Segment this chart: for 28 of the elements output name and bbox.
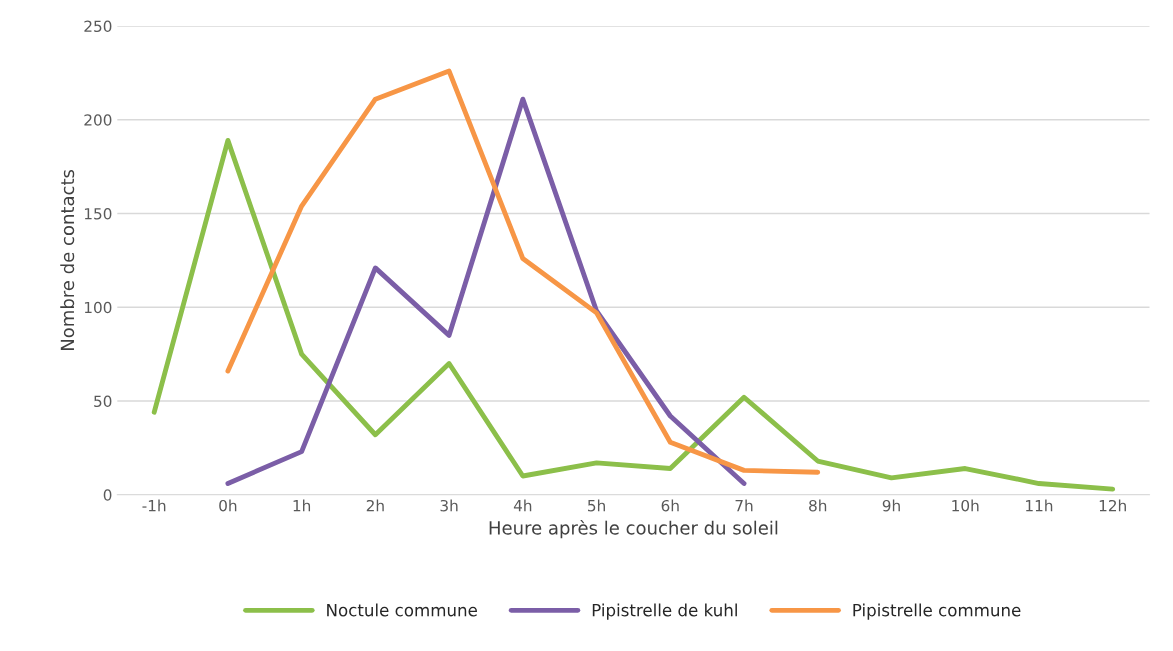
y-tick-label: 150 xyxy=(84,207,112,220)
x-tick-label: 11h xyxy=(1026,499,1053,512)
y-tick-label: 0 xyxy=(103,489,112,501)
x-tick-label: 4h xyxy=(513,499,532,512)
line-series xyxy=(225,96,747,486)
legend-label: Noctule commune xyxy=(327,603,477,617)
x-tick-label: -1h xyxy=(142,499,166,512)
y-tick-label: 100 xyxy=(84,301,112,314)
y-tick-label: 50 xyxy=(94,395,112,408)
line-series xyxy=(225,68,821,475)
x-tick-label: 0h xyxy=(219,499,237,512)
y-tick-label: 200 xyxy=(84,114,112,126)
line-series xyxy=(151,137,1116,492)
x-tick-label: 6h xyxy=(661,499,679,512)
x-tick-label: 5h xyxy=(588,499,605,512)
x-tick-label: 2h xyxy=(366,499,384,512)
legend-label: Pipistrelle de kuhl xyxy=(592,603,737,620)
y-tick-label: 250 xyxy=(84,20,112,33)
x-axis-title: Heure après le coucher du soleil xyxy=(489,519,778,539)
x-tick-label: 10h xyxy=(952,499,979,512)
x-tick-label: 7h xyxy=(735,499,753,512)
x-tick-label: 3h xyxy=(440,499,458,512)
x-tick-label: 9h xyxy=(882,499,900,512)
x-tick-label: 8h xyxy=(809,499,827,512)
x-tick-label: 12h xyxy=(1099,499,1126,512)
legend-label: Pipistrelle commune xyxy=(853,603,1021,620)
x-tick-label: 1h xyxy=(293,499,311,512)
y-axis-title: Nombre de contacts xyxy=(60,169,75,350)
